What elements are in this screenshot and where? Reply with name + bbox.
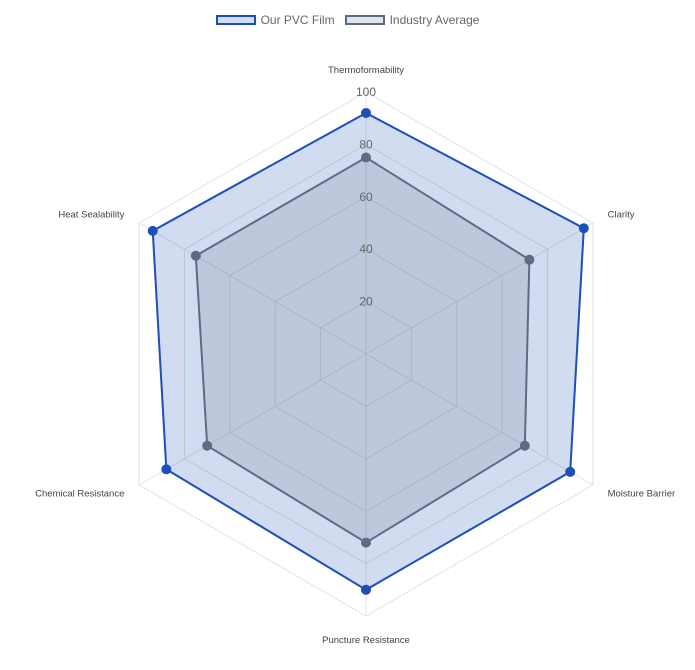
legend-item-our-pvc-film[interactable]: Our PVC Film	[215, 13, 335, 27]
point-industry-average-moisture-barrier[interactable]	[519, 440, 530, 451]
radial-tick-labels: 20 40 60 80 100	[356, 85, 376, 309]
spoke-heat-sealability	[138, 222, 367, 355]
point-our-pvc-film-puncture-resistance[interactable]	[361, 584, 371, 595]
tick-label-100: 100	[356, 85, 376, 99]
chart-legend: Our PVC Film Industry Average	[0, 13, 695, 27]
legend-label-industry-average: Industry Average	[389, 13, 480, 27]
axis-label-chemical-resistance: Chemical Resistance	[35, 489, 124, 500]
spoke-moisture-barrier	[365, 353, 594, 486]
legend-label-our-pvc-film: Our PVC Film	[260, 13, 335, 27]
legend-swatch-our-pvc-film	[215, 15, 256, 25]
axis-label-puncture-resistance: Puncture Resistance	[322, 635, 410, 646]
point-industry-average-heat-sealability[interactable]	[190, 250, 201, 261]
point-industry-average-chemical-resistance[interactable]	[202, 440, 213, 451]
radar-grid	[138, 91, 594, 617]
tick-label-20: 20	[359, 295, 373, 309]
point-our-pvc-film-clarity[interactable]	[578, 223, 589, 234]
tick-label-60: 60	[359, 190, 373, 204]
axis-label-moisture-barrier: Moisture Barrier	[608, 489, 676, 500]
axis-label-clarity: Clarity	[608, 210, 635, 221]
point-our-pvc-film-thermoformability[interactable]	[361, 107, 371, 118]
spoke-clarity	[365, 222, 594, 355]
axis-label-heat-sealability: Heat Sealability	[58, 210, 124, 221]
point-industry-average-clarity[interactable]	[524, 254, 535, 265]
axis-label-thermoformability: Thermoformability	[328, 65, 404, 76]
legend-item-industry-average[interactable]: Industry Average	[344, 13, 480, 27]
axis-labels: Thermoformability Clarity Moisture Barrier…	[35, 65, 675, 646]
radar-series	[147, 107, 589, 595]
point-our-pvc-film-chemical-resistance[interactable]	[161, 464, 172, 475]
point-industry-average-puncture-resistance[interactable]	[361, 537, 371, 548]
tick-label-40: 40	[359, 242, 373, 256]
legend-swatch-industry-average	[344, 15, 385, 25]
point-industry-average-thermoformability[interactable]	[361, 152, 371, 163]
spoke-chemical-resistance	[138, 353, 367, 486]
tick-label-80: 80	[359, 137, 373, 151]
point-our-pvc-film-moisture-barrier[interactable]	[565, 466, 576, 477]
point-our-pvc-film-heat-sealability[interactable]	[147, 225, 158, 236]
